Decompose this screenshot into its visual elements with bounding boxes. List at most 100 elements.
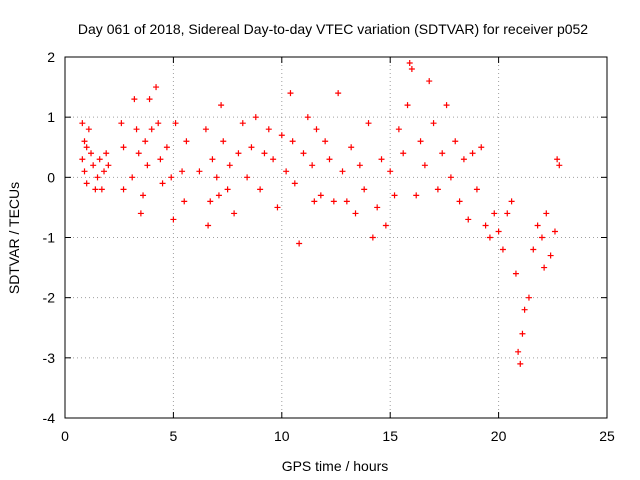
data-point [541, 264, 548, 271]
grid-lines [65, 57, 607, 418]
data-point [404, 102, 411, 109]
data-point [274, 204, 281, 211]
data-point [400, 150, 407, 157]
data-point [311, 198, 318, 205]
data-point [157, 156, 164, 163]
data-point [395, 126, 402, 133]
data-point [534, 222, 541, 229]
y-tick-label: -4 [43, 410, 56, 426]
data-point [352, 210, 359, 217]
data-point [339, 168, 346, 175]
data-point [239, 120, 246, 127]
data-point [495, 228, 502, 235]
y-tick-label: 2 [47, 49, 55, 65]
data-point [218, 102, 225, 109]
data-point [79, 120, 86, 127]
data-point [105, 162, 112, 169]
data-point [244, 174, 251, 181]
data-point [356, 162, 363, 169]
data-point [465, 216, 472, 223]
x-tick-label: 0 [61, 428, 69, 444]
data-point [417, 138, 424, 145]
data-point [343, 198, 350, 205]
data-point [120, 144, 127, 151]
data-point [202, 126, 209, 133]
y-tick-label: 0 [47, 169, 55, 185]
data-point [508, 198, 515, 205]
data-point [361, 186, 368, 193]
x-axis-label: GPS time / hours [282, 458, 389, 474]
data-point [482, 222, 489, 229]
data-point [103, 150, 110, 157]
data-point [291, 180, 298, 187]
data-point [270, 156, 277, 163]
data-point [88, 150, 95, 157]
data-point [137, 210, 144, 217]
data-point [196, 168, 203, 175]
data-point [447, 174, 454, 181]
data-point [252, 114, 259, 121]
data-point [460, 156, 467, 163]
data-point [248, 144, 255, 151]
data-point [478, 144, 485, 151]
data-point [79, 156, 86, 163]
data-point [504, 210, 511, 217]
data-point [163, 144, 170, 151]
data-point [213, 174, 220, 181]
data-point [120, 186, 127, 193]
data-point [235, 150, 242, 157]
data-points [79, 60, 563, 367]
data-point [287, 90, 294, 97]
data-point [81, 138, 88, 145]
data-point [413, 192, 420, 199]
data-point [369, 234, 376, 241]
data-point [85, 126, 92, 133]
data-point [215, 192, 222, 199]
chart-title: Day 061 of 2018, Sidereal Day-to-day VTE… [78, 21, 588, 37]
x-tick-label: 25 [599, 428, 615, 444]
data-point [296, 240, 303, 247]
y-tick-label: -1 [43, 230, 56, 246]
data-point [155, 120, 162, 127]
data-point [144, 162, 151, 169]
data-point [456, 198, 463, 205]
data-point [304, 114, 311, 121]
data-point [205, 222, 212, 229]
y-axis-label: SDTVAR / TECUs [6, 182, 22, 294]
data-point [146, 96, 153, 103]
data-point [278, 132, 285, 139]
data-point [530, 246, 537, 253]
data-point [525, 294, 532, 301]
data-point [543, 210, 550, 217]
data-point [170, 216, 177, 223]
data-point [486, 234, 493, 241]
data-point [408, 66, 415, 73]
data-point [135, 150, 142, 157]
data-point [378, 156, 385, 163]
data-point [153, 84, 160, 91]
data-point [140, 192, 147, 199]
data-point [517, 360, 524, 367]
data-point [538, 234, 545, 241]
data-point [96, 156, 103, 163]
data-point [426, 78, 433, 85]
data-point [220, 138, 227, 145]
data-point [387, 168, 394, 175]
data-point [92, 186, 99, 193]
data-point [330, 198, 337, 205]
data-point [172, 120, 179, 127]
data-point [421, 162, 428, 169]
data-point [348, 144, 355, 151]
data-point [322, 138, 329, 145]
data-point [519, 330, 526, 337]
data-point [547, 252, 554, 259]
data-point [300, 150, 307, 157]
data-point [512, 270, 519, 277]
data-point [521, 306, 528, 313]
data-point [452, 138, 459, 145]
data-point [515, 348, 522, 355]
data-point [90, 162, 97, 169]
data-point [554, 156, 561, 163]
data-point [326, 156, 333, 163]
